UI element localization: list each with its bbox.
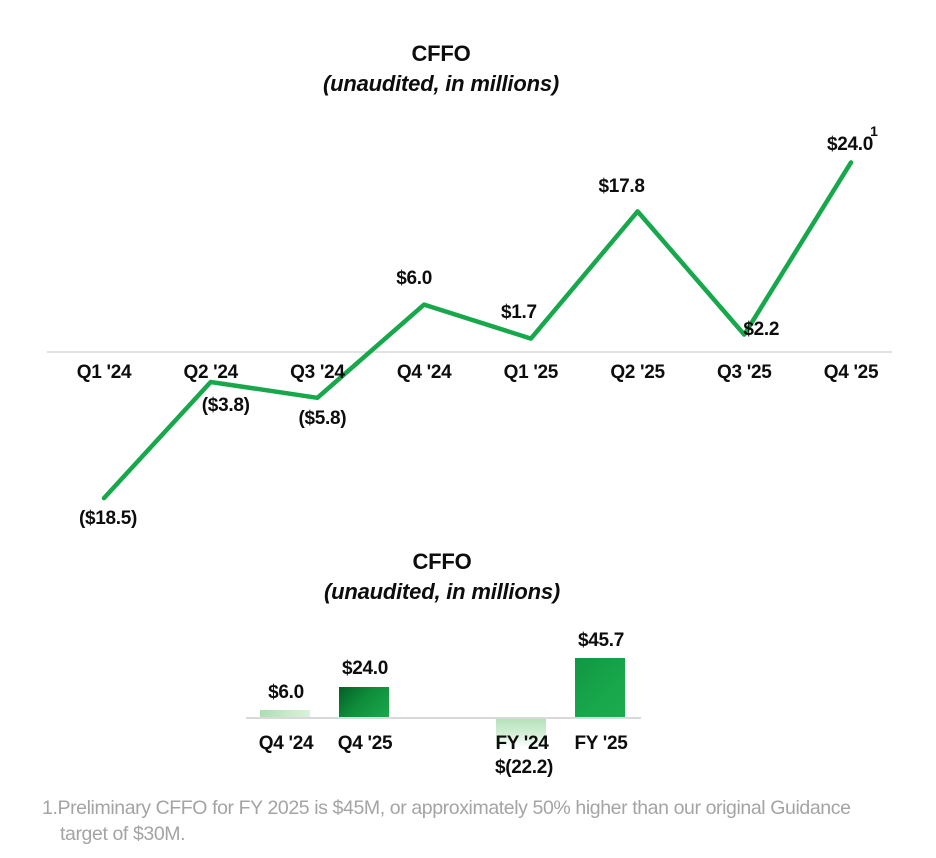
line-value-label: $24.0	[826, 134, 874, 156]
line-value-label: $6.0	[396, 267, 433, 289]
bar-category-label: Q4 '24	[258, 733, 314, 754]
footnote-text-line2: target of $30M.	[60, 823, 186, 845]
bar-chart-title: CFFO	[412, 549, 472, 574]
line-value-label: $2.2	[743, 318, 780, 340]
bar-value-label: $24.0	[341, 658, 389, 680]
bar-q4-24	[260, 710, 310, 718]
bar-chart-subtitle: (unaudited, in millions)	[324, 579, 560, 604]
bar-category-label: FY '25	[574, 733, 628, 754]
line-value-label: ($3.8)	[201, 395, 250, 417]
bar-value-label: $(22.2)	[494, 757, 554, 779]
cffo-quarterly-line-series	[101, 160, 854, 501]
bar-chart-x-axis	[246, 717, 641, 719]
line-chart-plot	[47, 160, 892, 501]
line-category-label: Q2 '25	[610, 362, 665, 383]
line-value-label: $17.8	[598, 176, 645, 198]
bar-q4-25	[339, 686, 389, 718]
line-chart-subtitle: (unaudited, in millions)	[323, 71, 559, 96]
line-category-label: Q1 '24	[76, 362, 132, 383]
bar-category-label: Q4 '25	[337, 733, 393, 754]
line-value-label: ($18.5)	[78, 508, 138, 530]
line-category-label: Q4 '24	[396, 362, 452, 383]
line-category-label: Q3 '24	[290, 362, 345, 383]
footnote-text-line1: Preliminary CFFO for FY 2025 is $45M, or…	[57, 797, 851, 819]
footnote: 1.Preliminary CFFO for FY 2025 is $45M, …	[42, 795, 936, 847]
bar-value-label: $6.0	[268, 682, 304, 704]
line-chart-title: CFFO	[411, 41, 471, 66]
line-category-label: Q3 '25	[717, 362, 772, 383]
bar-value-label: $45.7	[577, 629, 625, 651]
bar-category-label: FY '24	[495, 733, 549, 754]
bar-fy-25	[575, 658, 625, 718]
footnote-superscript: 1	[870, 123, 878, 140]
line-value-label: ($5.8)	[298, 407, 347, 429]
line-value-label: $1.7	[500, 301, 537, 323]
line-category-label: Q1 '25	[503, 362, 559, 383]
line-category-label: Q4 '25	[823, 362, 879, 383]
line-category-label: Q2 '24	[183, 362, 238, 383]
bar-fy-24	[496, 718, 546, 748]
footnote-number: 1.	[42, 797, 58, 819]
